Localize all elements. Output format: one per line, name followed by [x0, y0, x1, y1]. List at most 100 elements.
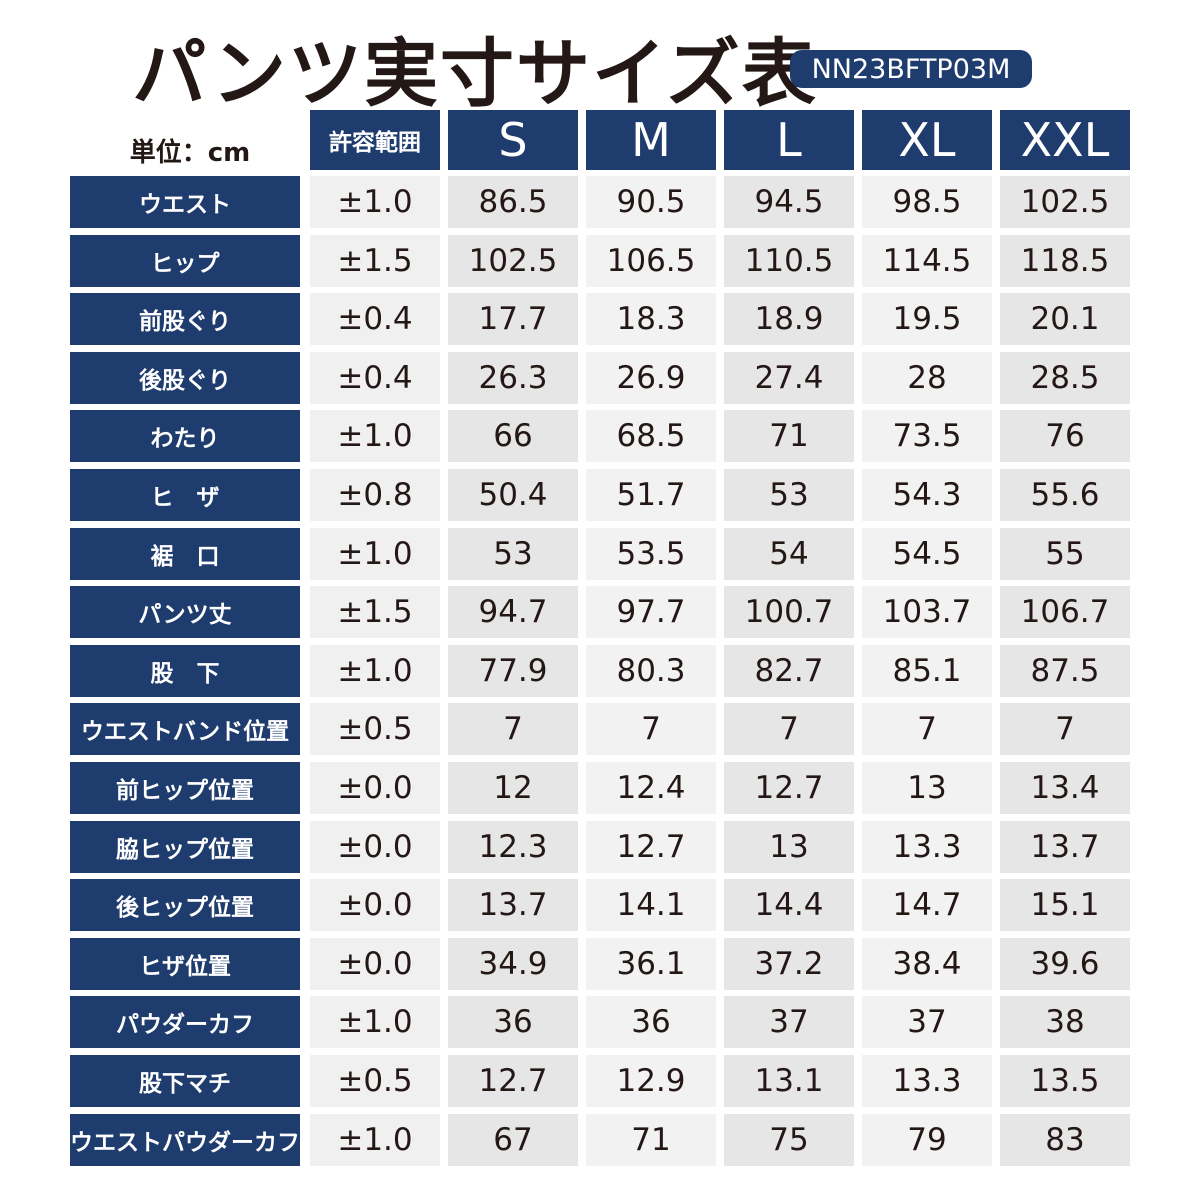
value-cell: 26.9: [586, 351, 716, 404]
value-cell: 12.7: [724, 762, 854, 814]
tolerance-cell: ±0.5: [310, 1055, 440, 1107]
value-cell: 7: [586, 703, 716, 756]
row-label: 股下マチ: [70, 1055, 300, 1107]
value-cell: 110.5: [724, 234, 854, 287]
value-cell: 50.4: [448, 469, 578, 521]
value-cell: 27.4: [724, 351, 854, 404]
value-cell: 86.5: [448, 176, 578, 228]
unit: 単位：cm: [129, 137, 251, 168]
value-cell: 68.5: [586, 410, 716, 463]
value-cell: 37: [724, 996, 854, 1049]
value-cell: 76: [1000, 410, 1130, 463]
value-cell: 7: [724, 703, 854, 756]
value-cell: 54.5: [862, 527, 992, 580]
tolerance-cell: ±1.0: [310, 527, 440, 580]
title: パンツ実寸サイズ表: [132, 31, 818, 117]
value-cell: 12.7: [448, 1055, 578, 1107]
value-cell: 36.1: [586, 937, 716, 990]
value-cell: 53.5: [586, 527, 716, 580]
tolerance-cell: ±0.0: [310, 820, 440, 873]
value-cell: 54: [724, 527, 854, 580]
value-cell: 83: [1000, 1113, 1130, 1166]
value-cell: 37: [862, 996, 992, 1049]
row-label: ヒザ位置: [70, 937, 300, 990]
product-code: NN23BFTP03M: [790, 50, 1032, 88]
row-label: ヒ ザ: [70, 469, 300, 521]
value-cell: 38: [1000, 996, 1130, 1049]
value-cell: 106.5: [586, 234, 716, 287]
tolerance-cell: ±0.4: [310, 351, 440, 404]
value-cell: 20.1: [1000, 293, 1130, 346]
value-cell: 94.5: [724, 176, 854, 228]
value-cell: 13: [724, 820, 854, 873]
tolerance-cell: ±1.0: [310, 410, 440, 463]
value-cell: 97.7: [586, 586, 716, 639]
row-label: ウエスト: [70, 176, 300, 228]
value-cell: 55: [1000, 527, 1130, 580]
row-label: 裾 口: [70, 527, 300, 580]
value-cell: 75: [724, 1113, 854, 1166]
tolerance-cell: ±0.4: [310, 293, 440, 346]
value-cell: 37.2: [724, 937, 854, 990]
value-cell: 13.1: [724, 1055, 854, 1107]
value-cell: 14.4: [724, 879, 854, 932]
value-cell: 82.7: [724, 644, 854, 697]
value-cell: 85.1: [862, 644, 992, 697]
value-cell: 54.3: [862, 469, 992, 521]
value-cell: 90.5: [586, 176, 716, 228]
value-cell: 19.5: [862, 293, 992, 346]
row-label: わたり: [70, 410, 300, 463]
size-header: S: [448, 110, 578, 170]
value-cell: 12.7: [586, 820, 716, 873]
value-cell: 73.5: [862, 410, 992, 463]
value-cell: 12.4: [586, 762, 716, 814]
value-cell: 106.7: [1000, 586, 1130, 639]
value-cell: 7: [1000, 703, 1130, 756]
value-cell: 66: [448, 410, 578, 463]
value-cell: 13.7: [1000, 820, 1130, 873]
tolerance-cell: ±0.0: [310, 762, 440, 814]
row-label: パンツ丈: [70, 586, 300, 639]
tolerance-cell: ±1.0: [310, 644, 440, 697]
tolerance-cell: ±1.0: [310, 996, 440, 1049]
value-cell: 14.1: [586, 879, 716, 932]
value-cell: 71: [586, 1113, 716, 1166]
row-label: 後ヒップ位置: [70, 879, 300, 932]
value-cell: 13.5: [1000, 1055, 1130, 1107]
value-cell: 79: [862, 1113, 992, 1166]
value-cell: 12.9: [586, 1055, 716, 1107]
value-cell: 39.6: [1000, 937, 1130, 990]
value-cell: 15.1: [1000, 879, 1130, 932]
value-cell: 17.7: [448, 293, 578, 346]
value-cell: 118.5: [1000, 234, 1130, 287]
value-cell: 7: [862, 703, 992, 756]
tolerance-cell: ±0.8: [310, 469, 440, 521]
value-cell: 67: [448, 1113, 578, 1166]
value-cell: 98.5: [862, 176, 992, 228]
value-cell: 77.9: [448, 644, 578, 697]
row-label: 脇ヒップ位置: [70, 820, 300, 873]
row-label: パウダーカフ: [70, 996, 300, 1049]
tolerance-cell: ±1.5: [310, 586, 440, 639]
value-cell: 36: [586, 996, 716, 1049]
value-cell: 80.3: [586, 644, 716, 697]
value-cell: 26.3: [448, 351, 578, 404]
value-cell: 13.4: [1000, 762, 1130, 814]
value-cell: 34.9: [448, 937, 578, 990]
value-cell: 103.7: [862, 586, 992, 639]
size-header: XL: [862, 110, 992, 170]
tolerance-cell: ±1.0: [310, 1113, 440, 1166]
value-cell: 100.7: [724, 586, 854, 639]
value-cell: 14.7: [862, 879, 992, 932]
value-cell: 53: [448, 527, 578, 580]
value-cell: 114.5: [862, 234, 992, 287]
value-cell: 12.3: [448, 820, 578, 873]
tolerance-header: 許容範囲: [310, 110, 440, 170]
size-header: L: [724, 110, 854, 170]
value-cell: 13: [862, 762, 992, 814]
tolerance-cell: ±0.5: [310, 703, 440, 756]
row-label: ヒップ: [70, 234, 300, 287]
value-cell: 87.5: [1000, 644, 1130, 697]
value-cell: 13.7: [448, 879, 578, 932]
